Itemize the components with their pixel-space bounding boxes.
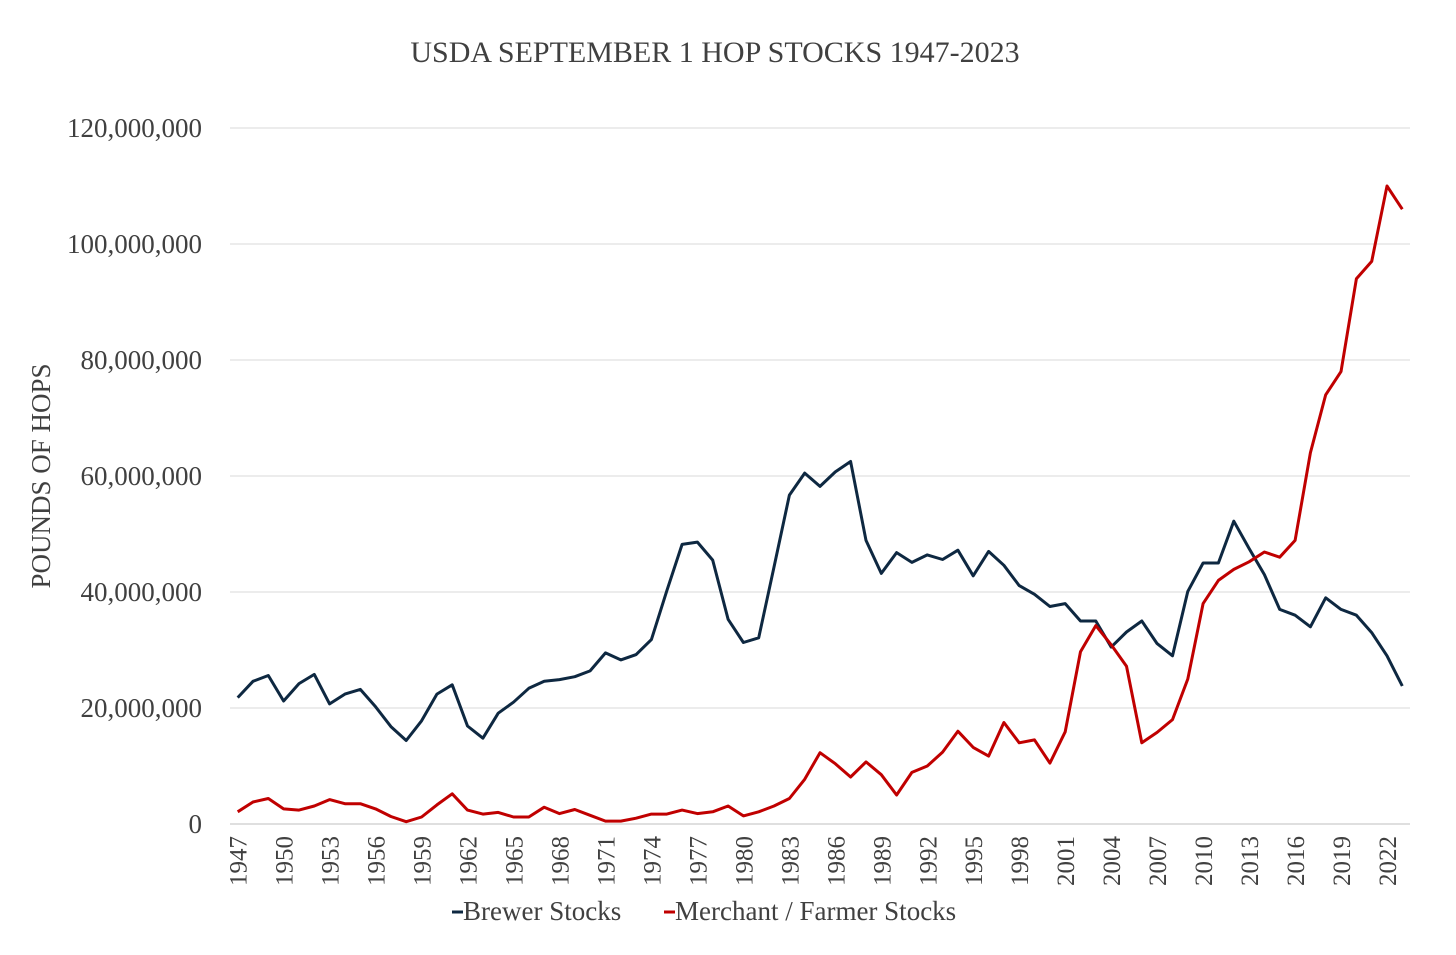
x-tick-label: 1986	[823, 836, 850, 886]
gridlines	[230, 127, 1410, 709]
legend-label-brewer: Brewer Stocks	[463, 896, 621, 926]
x-tick-label: 2013	[1237, 836, 1264, 886]
x-tick-label: 1965	[502, 836, 529, 886]
x-tick-label: 1992	[915, 836, 942, 886]
x-tick-label: 1947	[226, 836, 253, 886]
x-tick-label: 1959	[410, 836, 437, 886]
x-tick-label: 1980	[731, 836, 758, 886]
y-tick-label: 80,000,000	[81, 345, 203, 375]
x-tick-label: 1989	[869, 836, 896, 886]
x-tick-label: 1971	[593, 836, 620, 886]
y-axis-ticks: 0 20,000,000 40,000,000 60,000,000 80,000,00…	[67, 113, 202, 839]
x-tick-label: 1998	[1007, 836, 1034, 886]
y-tick-label: 100,000,000	[67, 229, 202, 259]
legend: Brewer Stocks Merchant / Farmer Stocks	[452, 896, 956, 926]
x-tick-label: 2001	[1053, 836, 1080, 886]
chart-title: USDA SEPTEMBER 1 HOP STOCKS 1947-2023	[410, 36, 1019, 69]
x-tick-label: 2004	[1099, 836, 1126, 887]
x-tick-label: 1995	[961, 836, 988, 886]
x-tick-label: 2022	[1375, 836, 1402, 886]
x-tick-label: 2007	[1145, 836, 1172, 886]
x-tick-label: 1977	[685, 836, 712, 886]
series-lines	[236, 184, 1404, 824]
legend-label-merchant-farmer: Merchant / Farmer Stocks	[675, 896, 956, 926]
y-tick-label: 20,000,000	[81, 693, 203, 723]
x-tick-label: 1950	[272, 836, 299, 886]
y-tick-label: 0	[189, 809, 203, 839]
x-tick-label: 2019	[1329, 836, 1356, 886]
y-tick-label: 120,000,000	[67, 113, 202, 143]
x-tick-label: 2010	[1191, 836, 1218, 886]
x-tick-label: 1983	[777, 836, 804, 886]
x-tick-label: 1968	[547, 836, 574, 886]
y-tick-label: 60,000,000	[81, 461, 203, 491]
x-tick-label: 1953	[318, 836, 345, 886]
x-tick-label: 2016	[1283, 836, 1310, 886]
x-tick-label: 1956	[364, 836, 391, 886]
x-tick-label: 1962	[456, 836, 483, 886]
y-tick-label: 40,000,000	[81, 577, 203, 607]
x-tick-label: 1974	[639, 836, 666, 887]
series-line-brewer	[236, 460, 1404, 742]
x-axis-ticks: 1947 1950 1953 1956 1959 1962 1965 1968 1971 1974…	[226, 836, 1402, 887]
series-line-merchant-farmer	[236, 184, 1404, 824]
y-axis-label: POUNDS OF HOPS	[26, 363, 56, 588]
